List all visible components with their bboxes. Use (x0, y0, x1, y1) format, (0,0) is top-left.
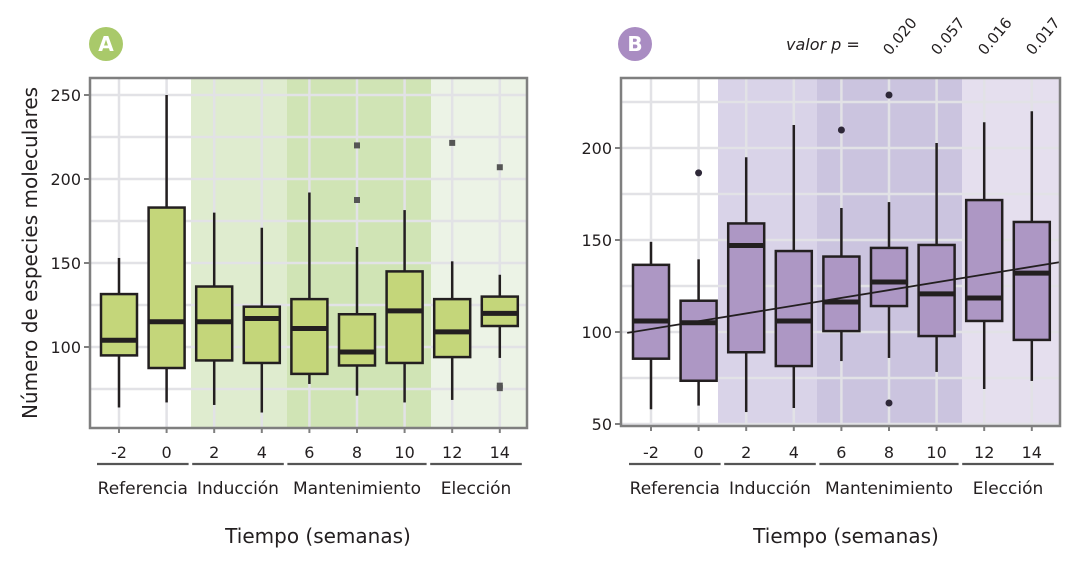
outlier-point (449, 139, 456, 146)
iqr-box (432, 297, 472, 359)
panel-a-box-week-4 (242, 227, 282, 413)
iqr-box (679, 299, 718, 383)
panel-a-xtick-label: 14 (490, 443, 510, 462)
panel-b-xtick-label: 0 (694, 443, 704, 462)
panel-b-box-week-14 (1012, 111, 1052, 381)
panel-a-xlabel: Tiempo (semanas) (224, 524, 411, 548)
iqr-box (964, 198, 1004, 323)
panel-a-group-label-inducción: Inducción (197, 479, 279, 499)
panel-b-xtick-label: 12 (974, 443, 994, 462)
panel-b-badge-label: B (627, 32, 642, 56)
panel-b-group-label-referencia: Referencia (630, 479, 720, 499)
panel-b-xtick-label: 8 (884, 443, 894, 462)
panel-b-group-label-inducción: Inducción (729, 479, 811, 499)
panel-a-box-week-0 (147, 95, 186, 403)
p-value-label: valor p = (786, 35, 860, 54)
panel-b-box-week-8 (869, 91, 909, 407)
panel-b-ytick-label: 150 (581, 231, 612, 250)
panel-b-xtick-label: 6 (836, 443, 846, 462)
panel-b-xlabel: Tiempo (semanas) (752, 524, 939, 548)
outlier-point (837, 126, 845, 134)
outlier-point (354, 142, 360, 149)
panel-b-ytick-label: 200 (581, 139, 612, 158)
panel-a-box-week-8 (337, 142, 377, 396)
panel-a: A Número de especies moleculares Tiempo … (18, 27, 529, 548)
iqr-box (1012, 220, 1052, 342)
p-value-mantenimiento: 0.057 (927, 14, 968, 58)
iqr-box (337, 312, 377, 367)
iqr-box (631, 263, 671, 360)
panel-a-ytick-label: 250 (50, 86, 81, 105)
iqr-box (385, 270, 424, 365)
panel-b-badge (618, 27, 652, 61)
panel-a-xtick-label: 6 (304, 443, 314, 462)
panel-a-badge (89, 27, 123, 61)
outlier-point (695, 169, 703, 177)
iqr-box (242, 305, 282, 365)
panel-a-ytick-label: 100 (50, 338, 81, 357)
panel-b-box-week-2 (726, 157, 766, 413)
iqr-box (869, 246, 909, 308)
p-value-induccion: 0.020 (879, 14, 920, 58)
panel-b-xtick-label: 14 (1022, 443, 1042, 462)
panel-b-box-week-6 (822, 126, 861, 362)
panel-a-shade-elección (431, 78, 527, 428)
panel-a-xtick-label: 10 (394, 443, 414, 462)
panel-b: B valor p = 0.020 0.057 0.016 0.017 Tiem… (581, 14, 1063, 548)
outlier-point (354, 197, 360, 203)
panel-b-xtick-label: 4 (789, 443, 799, 462)
iqr-box (726, 222, 766, 354)
outlier-point (885, 399, 893, 407)
panel-a-xtick-label: 2 (209, 443, 219, 462)
panel-b-box-week-4 (774, 125, 814, 408)
panel-a-box-week-12 (432, 139, 472, 400)
iqr-box (147, 206, 186, 370)
outlier-point (496, 164, 503, 171)
panel-b-box-week-10 (917, 143, 956, 372)
panel-b-box-week--2 (631, 241, 671, 410)
panel-a-box-week-6 (290, 192, 329, 384)
panel-b-trend-line (627, 261, 1061, 334)
panel-a-ytick-label: 150 (50, 254, 81, 273)
iqr-box (822, 255, 861, 333)
p-value-eleccion-14: 0.017 (1022, 14, 1063, 58)
panel-a-badge-label: A (98, 32, 114, 56)
panel-a-xtick-label: 12 (442, 443, 462, 462)
panel-a-box-week-10 (385, 210, 424, 403)
panel-b-xtick-label: 2 (741, 443, 751, 462)
panel-b-ytick-label: 50 (592, 415, 612, 434)
panel-a-box-week-14 (480, 164, 520, 392)
outlier-point (885, 91, 893, 99)
iqr-box (290, 297, 329, 376)
panel-a-xtick-label: 4 (257, 443, 267, 462)
panel-a-xtick-label: 8 (352, 443, 362, 462)
panel-a-shade-inducción (191, 78, 287, 428)
iqr-box (917, 243, 956, 338)
panel-b-group-label-mantenimiento: Mantenimiento (825, 479, 953, 499)
panel-b-ytick-label: 100 (581, 323, 612, 342)
panel-a-box-week-2 (194, 212, 234, 405)
panel-b-box-week-12 (964, 122, 1004, 390)
iqr-box (99, 292, 139, 357)
panel-a-group-label-elección: Elección (441, 479, 512, 499)
panel-a-ytick-label: 200 (50, 170, 81, 189)
panel-a-xtick-label: -2 (111, 443, 127, 462)
outlier-point (496, 385, 503, 392)
panel-a-ylabel: Número de especies moleculares (18, 87, 42, 419)
panel-a-group-label-referencia: Referencia (98, 479, 188, 499)
panel-a-xtick-label: 0 (162, 443, 172, 462)
p-value-eleccion-12: 0.016 (974, 14, 1015, 58)
panel-a-group-label-mantenimiento: Mantenimiento (293, 479, 421, 499)
panel-b-group-label-elección: Elección (973, 479, 1044, 499)
panel-b-xtick-label: -2 (643, 443, 659, 462)
panel-b-xtick-label: 10 (926, 443, 946, 462)
panel-a-box-week--2 (99, 257, 139, 408)
